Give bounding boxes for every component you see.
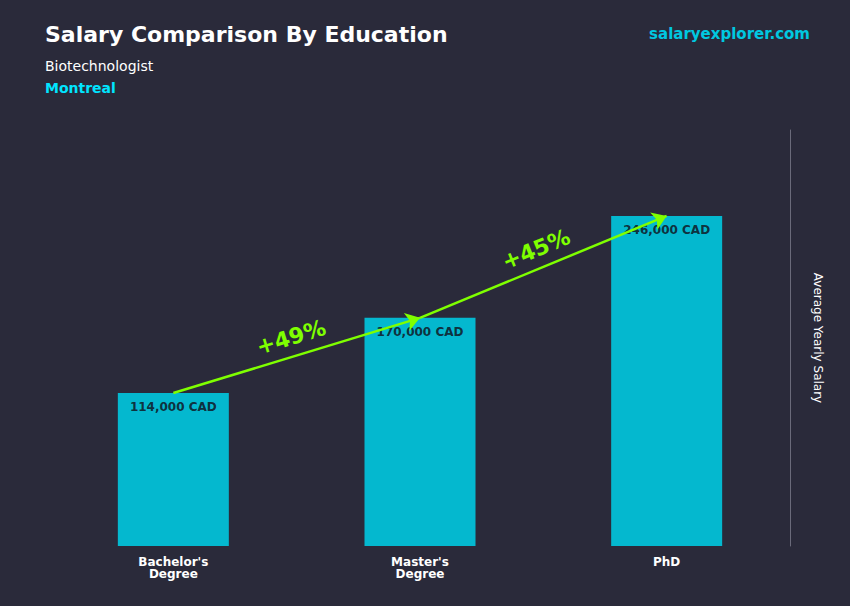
svg-text:Bachelor's: Bachelor's bbox=[138, 555, 209, 569]
svg-text:170,000 CAD: 170,000 CAD bbox=[376, 324, 464, 339]
svg-text:246,000 CAD: 246,000 CAD bbox=[623, 223, 710, 237]
svg-text:+49%: +49% bbox=[253, 315, 328, 360]
svg-text:salaryexplorer.com: salaryexplorer.com bbox=[649, 25, 810, 43]
svg-text:Biotechnologist: Biotechnologist bbox=[45, 58, 154, 74]
svg-text:Degree: Degree bbox=[149, 567, 198, 581]
svg-text:Montreal: Montreal bbox=[45, 80, 116, 96]
svg-text:PhD: PhD bbox=[653, 555, 680, 569]
svg-text:Master's: Master's bbox=[391, 555, 449, 569]
svg-text:Degree: Degree bbox=[396, 567, 445, 581]
svg-text:Average Yearly Salary: Average Yearly Salary bbox=[811, 273, 825, 403]
svg-text:+45%: +45% bbox=[498, 224, 573, 274]
svg-text:Salary Comparison By Education: Salary Comparison By Education bbox=[45, 22, 448, 47]
svg-text:114,000 CAD: 114,000 CAD bbox=[130, 400, 217, 414]
